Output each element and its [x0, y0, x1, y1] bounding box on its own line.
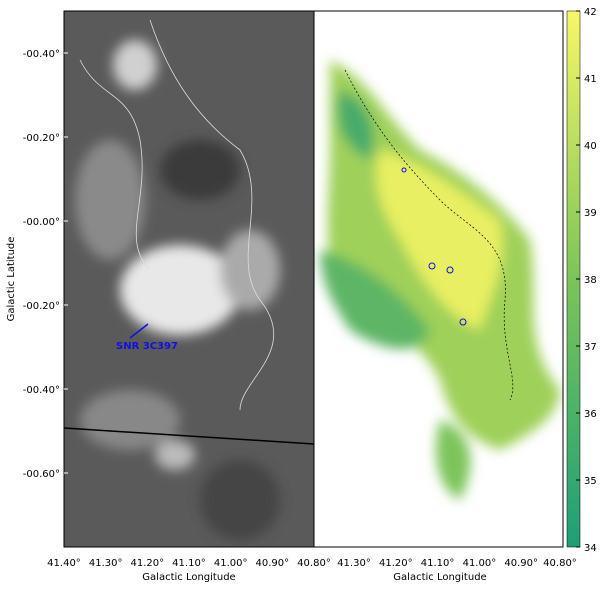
colorbar-tick-label: 40 [584, 141, 597, 152]
colorbar-tick-label: 34 [584, 543, 597, 554]
colorbar-tick-label: 39 [584, 208, 597, 219]
right-frame [313, 10, 564, 548]
y-tick-label: -00.40° [23, 385, 60, 396]
colorbar-tick-label: 37 [584, 342, 597, 353]
y-tick-label: -00.20° [23, 301, 60, 312]
x-tick-label: 41.00° [214, 558, 248, 569]
x-tick-label: 41.20° [379, 558, 413, 569]
x-tick-label: 41.30° [337, 558, 371, 569]
x-tick-label: 40.90° [504, 558, 538, 569]
x-tick-label: 41.40° [47, 558, 81, 569]
annotation: SNR 3C397 [116, 341, 178, 352]
x-tick-label: 40.80° [543, 558, 577, 569]
colorbar-tick-label: 36 [584, 409, 597, 420]
velocity-map [320, 60, 560, 500]
x-tick-label: 41.10° [172, 558, 206, 569]
colorbar-tick-label: 41 [584, 74, 597, 85]
x-tick-label: 41.20° [131, 558, 165, 569]
x-axis-label: Galactic Longitude [142, 572, 235, 583]
x-axis-label: Galactic Longitude [393, 572, 486, 583]
x-tick-label: 41.10° [421, 558, 455, 569]
x-tick-label: 40.80° [297, 558, 331, 569]
y-axis-label: Galactic Latitude [6, 237, 17, 322]
colorbar-tick-label: 42 [584, 7, 597, 18]
colorbar-tick-label: 38 [584, 275, 597, 286]
y-tick-label: -00.60° [23, 469, 60, 480]
y-tick-label: -00.00° [23, 217, 60, 228]
x-tick-label: 40.90° [256, 558, 290, 569]
infrared-image [64, 11, 314, 547]
x-tick-label: 41.30° [89, 558, 123, 569]
colorbar-tick-label: 35 [584, 476, 597, 487]
y-tick-label: -00.20° [23, 133, 60, 144]
x-tick-label: 41.00° [463, 558, 497, 569]
y-tick-label: -00.40° [23, 49, 60, 60]
